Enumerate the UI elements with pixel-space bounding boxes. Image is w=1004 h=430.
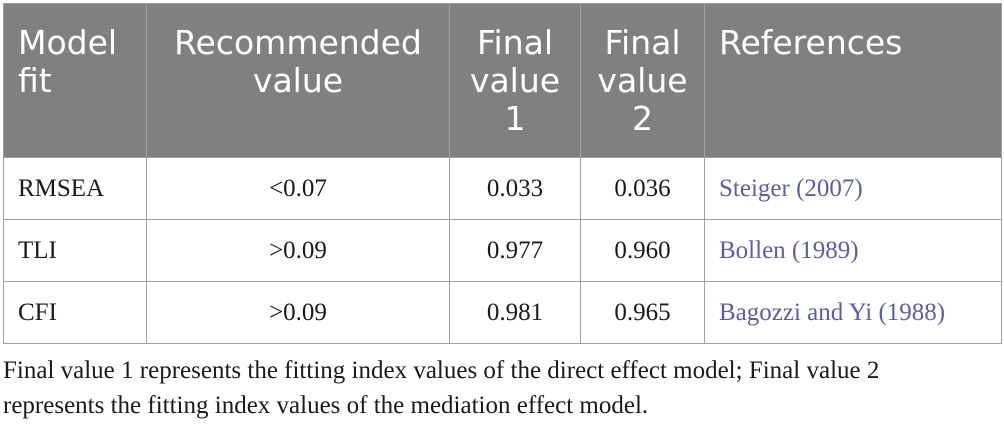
footnote-line: Final value 1 represents the fitting ind… <box>3 357 880 384</box>
cell-model-fit: CFI <box>3 281 147 344</box>
header-final-value-2: Final value 2 <box>580 3 705 158</box>
cell-model-fit: RMSEA <box>3 157 147 220</box>
header-references: References <box>704 3 1002 158</box>
reference-link[interactable]: Bollen (1989) <box>704 219 1002 282</box>
header-final-value-1: Final value 1 <box>449 3 581 158</box>
cell-final-value-1: 0.977 <box>449 219 581 282</box>
table-row: RMSEA <0.07 0.033 0.036 Steiger (2007) <box>3 157 1002 220</box>
header-recommended-value: Recommended value <box>146 3 450 158</box>
reference-link[interactable]: Bagozzi and Yi (1988) <box>704 281 1002 344</box>
cell-final-value-2: 0.960 <box>580 219 705 282</box>
table-row: TLI >0.09 0.977 0.960 Bollen (1989) <box>3 219 1002 282</box>
cell-model-fit: TLI <box>3 219 147 282</box>
footnote-line: represents the fitting index values of t… <box>3 392 649 419</box>
reference-link[interactable]: Steiger (2007) <box>704 157 1002 220</box>
cell-final-value-2: 0.965 <box>580 281 705 344</box>
cell-final-value-2: 0.036 <box>580 157 705 220</box>
table-header-row: Model fit Recommended value Final value … <box>3 3 1002 158</box>
model-fit-table: Model fit Recommended value Final value … <box>3 3 1002 344</box>
cell-recommended-value: >0.09 <box>146 219 450 282</box>
cell-final-value-1: 0.033 <box>449 157 581 220</box>
table-row: CFI >0.09 0.981 0.965 Bagozzi and Yi (19… <box>3 281 1002 344</box>
cell-recommended-value: >0.09 <box>146 281 450 344</box>
cell-recommended-value: <0.07 <box>146 157 450 220</box>
cell-final-value-1: 0.981 <box>449 281 581 344</box>
header-model-fit: Model fit <box>3 3 147 158</box>
table-footnote: Final value 1 represents the fitting ind… <box>3 353 993 423</box>
